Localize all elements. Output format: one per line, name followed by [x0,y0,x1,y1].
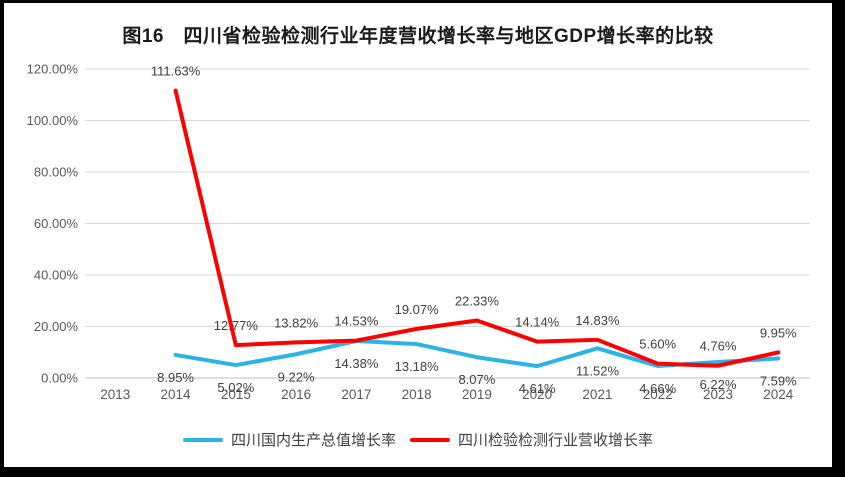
data-label: 14.53% [334,314,379,329]
revenue-growth-line [173,88,781,368]
x-axis-tick-label: 2023 [703,387,733,402]
data-label: 19.07% [395,302,440,317]
data-label: 5.60% [639,337,676,352]
gdp-line-swatch [182,437,223,442]
data-label: 9.22% [278,369,315,384]
data-label: 7.59% [760,373,797,388]
data-label: 11.52% [576,363,620,378]
x-axis-tick-label: 2013 [100,387,130,402]
data-label: 12.77% [214,318,259,333]
data-label: 5.02% [217,380,254,395]
x-axis-tick-label: 2016 [281,387,311,402]
legend-label-revenue: 四川检验检测行业营收增长率 [458,432,654,449]
data-label: 13.18% [395,359,440,374]
x-axis-tick-label: 2018 [402,387,432,402]
x-axis-tick-label: 2020 [522,387,552,402]
y-axis-tick-label: 100.00% [27,113,79,128]
chart-legend: 四川国内生产总值增长率 四川检验检测行业营收增长率 [4,429,832,450]
data-label: 4.61% [519,381,556,396]
data-label: 8.95% [157,370,194,385]
chart-title: 图16 四川省检验检测行业年度营收增长率与地区GDP增长率的比较 [122,26,714,47]
data-label: 4.66% [639,381,676,396]
data-label: 6.22% [700,377,737,392]
x-axis-tick-label: 2024 [763,387,794,402]
y-axis-tick-label: 20.00% [34,319,79,334]
y-axis-tick-label: 120.00% [27,62,79,77]
data-label: 9.95% [760,325,797,340]
x-axis-tick-label: 2021 [582,387,612,402]
legend-label-gdp: 四川国内生产总值增长率 [230,432,396,449]
chart-canvas: 图16 四川省检验检测行业年度营收增长率与地区GDP增长率的比较 120.00%… [4,3,832,467]
x-axis-tick-label: 2017 [341,387,371,402]
x-axis-tick-label: 2015 [221,387,251,402]
x-axis-tick-label: 2022 [643,387,673,402]
data-label: 4.76% [700,339,737,354]
y-axis-tick-label: 80.00% [34,165,79,180]
data-label: 111.63% [151,64,201,79]
line-chart-plot: 120.00% 100.00% 80.00% 60.00% 40.00% 20.00% 0.… [27,62,810,402]
revenue-line-swatch [410,437,450,442]
data-label: 14.14% [515,315,560,330]
legend-item-gdp: 四川国内生产总值增长率 [182,429,396,450]
legend-item-revenue: 四川检验检测行业营收增长率 [410,429,653,450]
data-label: 14.83% [575,313,620,328]
y-axis-tick-label: 60.00% [34,216,79,231]
data-label: 8.07% [458,372,495,387]
x-axis-tick-label: 2019 [462,387,492,402]
x-axis-tick-label: 2014 [161,387,192,402]
y-axis-tick-label: 40.00% [34,268,79,283]
data-label: 22.33% [455,294,500,309]
data-label: 13.82% [274,315,319,330]
y-axis-tick-label: 0.00% [41,371,78,386]
data-label: 14.38% [334,356,379,371]
